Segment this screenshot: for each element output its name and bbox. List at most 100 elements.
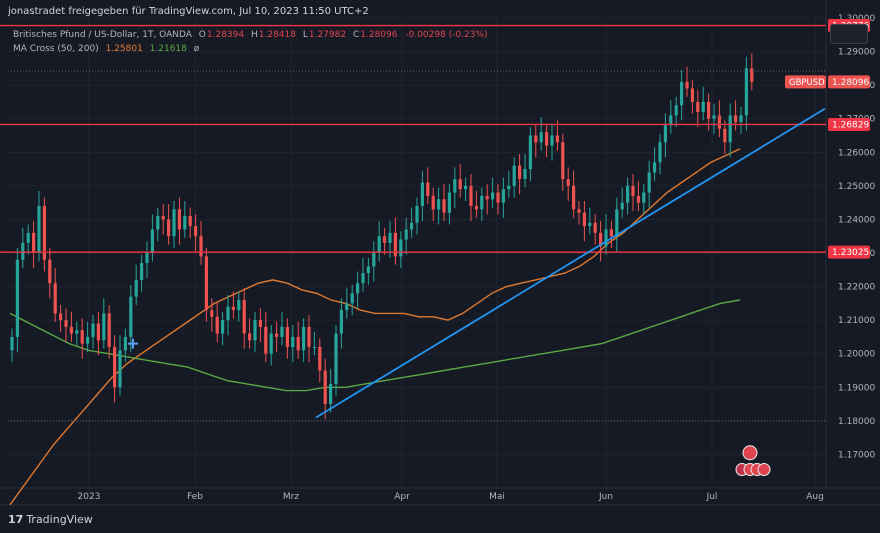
candle-body — [183, 216, 187, 230]
publisher-line: jonastradet freigegeben für TradingView.… — [8, 6, 369, 17]
legend: Britisches Pfund / US-Dollar, 1T, OANDA … — [13, 28, 492, 56]
candle-body — [420, 182, 424, 206]
candle-body — [388, 232, 392, 243]
candle-body — [275, 333, 279, 337]
legend-ma-row: MA Cross (50, 200) 1.25801 1.21618 ø — [13, 42, 492, 56]
y-tick-label: 1.24000 — [838, 215, 875, 225]
y-tick-label: 1.18000 — [838, 417, 875, 427]
candle-body — [231, 306, 235, 311]
candle-body — [129, 296, 133, 337]
candle-body — [167, 219, 171, 237]
candle-body — [199, 236, 203, 257]
last-price-tag — [828, 75, 870, 89]
candle-body — [647, 172, 651, 193]
legend-symbol[interactable]: Britisches Pfund / US-Dollar, 1T, OANDA — [13, 30, 192, 40]
candle-body — [744, 68, 748, 116]
candle-body — [518, 165, 522, 180]
candle-body — [150, 229, 154, 253]
candle-body — [442, 199, 446, 213]
candle-body — [269, 333, 273, 354]
candle-body — [37, 206, 41, 253]
candle-body — [674, 105, 678, 116]
candle-body — [717, 115, 721, 129]
candle-body — [739, 115, 743, 123]
candle-body — [507, 185, 511, 190]
candle-body — [680, 81, 684, 106]
footer: 17 TradingView — [8, 513, 93, 526]
candle-body — [728, 115, 732, 143]
brand-name: TradingView — [26, 513, 93, 526]
candle-body — [48, 259, 52, 284]
x-tick-label: Jun — [598, 492, 613, 502]
candle-body — [356, 283, 360, 294]
legend-close: 1.28096 — [360, 30, 398, 40]
level-price-tag — [828, 117, 870, 131]
candle-body — [123, 336, 127, 351]
legend-ma-fast: 1.25801 — [105, 44, 143, 54]
candle-body — [723, 128, 727, 143]
candle-body — [21, 242, 25, 260]
candle-body — [453, 179, 457, 193]
legend-high-label: H — [250, 30, 258, 40]
legend-open-label: O — [198, 30, 206, 40]
y-tick-label: 1.21000 — [838, 316, 875, 326]
level-price-tag — [828, 245, 870, 259]
candle-body — [118, 350, 122, 388]
candle-body — [528, 135, 532, 170]
x-tick-label: Mrz — [283, 492, 299, 502]
horizontal-levels — [0, 24, 826, 422]
candle-body — [372, 253, 376, 267]
markers — [128, 338, 771, 477]
legend-low: 1.27982 — [308, 30, 347, 40]
candle-body — [242, 300, 246, 334]
settings-box[interactable] — [830, 24, 868, 44]
candle-body — [107, 313, 111, 347]
candle-body — [555, 135, 559, 143]
legend-symbol-row: Britisches Pfund / US-Dollar, 1T, OANDA … — [13, 28, 492, 42]
legend-high: 1.28418 — [258, 30, 296, 40]
candle-body — [366, 266, 370, 274]
y-tick-label: 1.26000 — [838, 148, 875, 158]
candle-body — [620, 202, 624, 210]
candle-body — [566, 179, 570, 186]
candle-body — [539, 132, 543, 143]
candle-body — [474, 206, 478, 210]
candle-body — [377, 236, 381, 253]
candle-body — [291, 336, 295, 347]
candle-body — [156, 216, 160, 230]
candle-body — [312, 347, 316, 348]
candle-body — [734, 115, 738, 123]
legend-close-label: C — [352, 30, 360, 40]
x-tick-label: Feb — [187, 492, 203, 502]
trendline-layer — [315, 107, 826, 419]
candle-body — [426, 182, 430, 196]
tradingview-logo-icon: 17 — [8, 513, 24, 526]
candle-body — [707, 101, 711, 119]
candle-body — [464, 185, 468, 190]
y-tick-label: 1.29000 — [838, 48, 875, 58]
candle-body — [264, 326, 268, 354]
x-tick-label: Mai — [489, 492, 505, 502]
x-tick-label: 2023 — [78, 492, 101, 502]
candle-body — [431, 195, 435, 210]
candle-body — [669, 115, 673, 126]
candle-body — [329, 383, 333, 405]
level-price-label: 1.23025 — [832, 248, 869, 258]
legend-ma-label[interactable]: MA Cross (50, 200) — [13, 44, 99, 54]
level-price-label: 1.26829 — [832, 120, 869, 130]
candle-body — [188, 216, 192, 227]
candle-body — [210, 310, 214, 317]
legend-low-label: L — [302, 30, 308, 40]
candle-body — [501, 189, 505, 203]
candle-body — [658, 142, 662, 163]
legend-hide-icon[interactable]: ø — [193, 44, 200, 54]
candle-body — [750, 68, 754, 82]
candle-body — [572, 185, 576, 210]
candle-body — [10, 336, 14, 351]
candle-body — [26, 232, 30, 243]
candle-body — [599, 232, 603, 247]
candle-body — [86, 336, 90, 344]
candle-body — [626, 185, 630, 203]
y-tick-label: 1.20000 — [838, 350, 875, 360]
